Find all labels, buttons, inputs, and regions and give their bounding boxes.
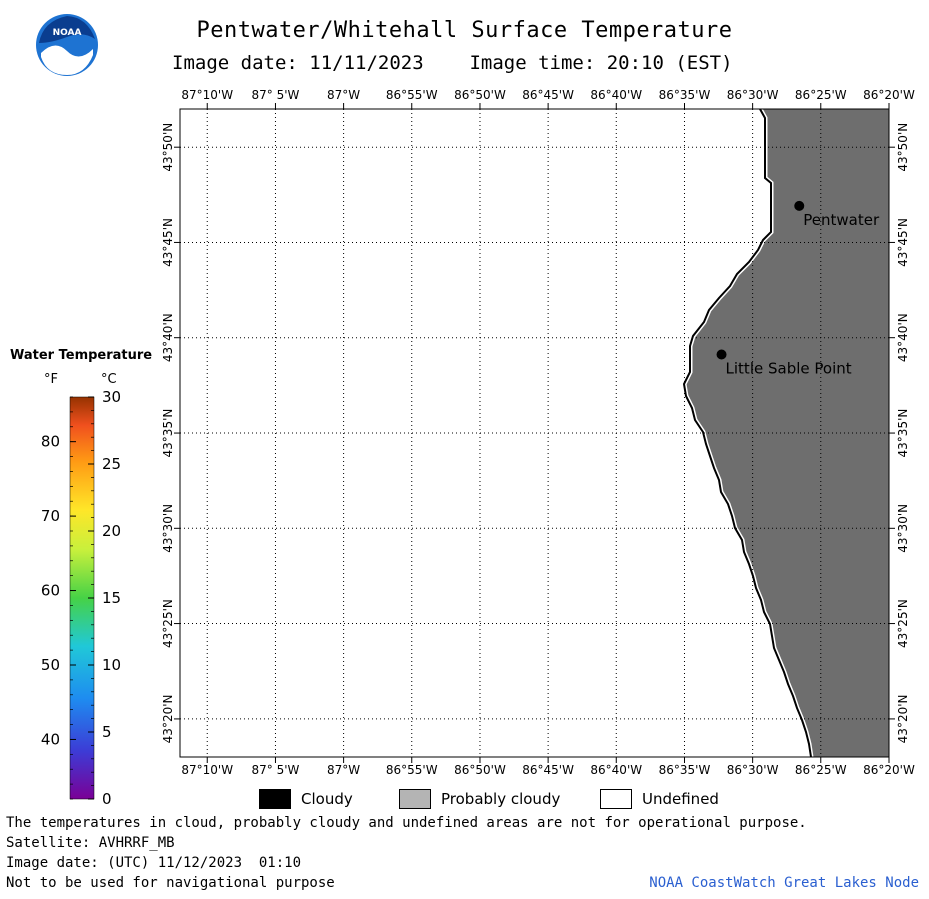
temperature-scale: Water Temperature °F °C 3025201510508070…: [10, 348, 152, 808]
celsius-tick-label: 0: [102, 790, 112, 808]
lon-label-bottom: 87°10'W: [181, 763, 233, 777]
place-label: Little Sable Point: [726, 360, 852, 378]
lon-label-top: 86°55'W: [386, 88, 438, 102]
unit-fahrenheit: °F: [44, 372, 58, 387]
lon-label-bottom: 87° 5'W: [252, 763, 300, 777]
legend-probably-cloudy-label: Probably cloudy: [441, 790, 561, 808]
unit-celsius: °C: [101, 372, 117, 387]
place-marker: [794, 200, 805, 211]
legend-undefined: Undefined: [600, 789, 719, 809]
lat-label-right: 43°20'N: [896, 695, 910, 744]
lat-label-left: 43°30'N: [161, 504, 175, 553]
legend-undefined-swatch: [600, 789, 632, 809]
lat-label-right: 43°40'N: [896, 313, 910, 362]
lat-label-left: 43°35'N: [161, 409, 175, 458]
legend-probably-cloudy: Probably cloudy: [399, 789, 560, 809]
lon-label-top: 86°35'W: [659, 88, 711, 102]
fahrenheit-tick-label: 40: [41, 730, 60, 748]
lat-label-right: 43°45'N: [896, 218, 910, 267]
place-marker: [716, 349, 727, 360]
image-date-time: Image date: 11/11/2023 Image time: 20:10…: [172, 52, 733, 74]
navigation-warning: Not to be used for navigational purpose: [6, 875, 335, 891]
map-layer: 87°10'W 87°10'W 87° 5'W 87° 5'W 87°W 87°W 86°5…: [161, 88, 915, 777]
lon-label-bottom: 86°30'W: [727, 763, 779, 777]
lat-label-right: 43°25'N: [896, 599, 910, 648]
credit-text: NOAA CoastWatch Great Lakes Node: [649, 875, 919, 891]
lat-label-right: 43°30'N: [896, 504, 910, 553]
land-area: [684, 109, 889, 757]
legend-cloudy: Cloudy: [259, 789, 353, 809]
lat-label-left: 43°25'N: [161, 599, 175, 648]
lon-label-bottom: 86°20'W: [863, 763, 915, 777]
lon-label-top: 86°50'W: [454, 88, 506, 102]
lat-label-left: 43°50'N: [161, 123, 175, 172]
map-title: Pentwater/Whitehall Surface Temperature: [196, 18, 733, 43]
lat-label-right: 43°35'N: [896, 409, 910, 458]
lon-label-top: 87°W: [327, 88, 360, 102]
lon-label-bottom: 86°40'W: [590, 763, 642, 777]
lat-label-left: 43°20'N: [161, 695, 175, 744]
scale-title: Water Temperature: [10, 348, 152, 363]
disclaimer-text: The temperatures in cloud, probably clou…: [6, 815, 807, 831]
celsius-tick-label: 20: [102, 522, 121, 540]
place-label: Pentwater: [803, 211, 880, 229]
fahrenheit-tick-label: 80: [41, 433, 60, 451]
lat-label-right: 43°50'N: [896, 123, 910, 172]
celsius-tick-label: 5: [102, 723, 112, 741]
lon-label-top: 87° 5'W: [252, 88, 300, 102]
lon-label-bottom: 87°W: [327, 763, 360, 777]
celsius-tick-label: 15: [102, 589, 121, 607]
logo-text: NOAA: [53, 28, 82, 38]
lon-label-bottom: 86°45'W: [522, 763, 574, 777]
fahrenheit-tick-label: 50: [41, 656, 60, 674]
fahrenheit-tick-label: 70: [41, 507, 60, 525]
map-border: [179, 108, 890, 758]
lon-label-top: 86°25'W: [795, 88, 847, 102]
satellite-text: Satellite: AVHRRF_MB: [6, 835, 175, 851]
legend-cloudy-label: Cloudy: [301, 790, 353, 808]
celsius-tick-label: 10: [102, 656, 121, 674]
cloud-legend: Cloudy Probably cloudy Undefined: [255, 789, 735, 813]
image-date: Image date: 11/11/2023: [172, 52, 424, 74]
image-time: Image time: 20:10 (EST): [469, 52, 733, 74]
noaa-logo: NOAA: [36, 14, 98, 76]
celsius-tick-label: 30: [102, 388, 121, 406]
fahrenheit-tick-label: 60: [41, 582, 60, 600]
lon-label-bottom: 86°25'W: [795, 763, 847, 777]
celsius-tick-label: 25: [102, 455, 121, 473]
utc-date-text: Image date: (UTC) 11/12/2023 01:10: [6, 855, 302, 871]
lon-label-top: 86°45'W: [522, 88, 574, 102]
lon-label-top: 86°40'W: [590, 88, 642, 102]
lon-label-top: 86°20'W: [863, 88, 915, 102]
legend-probably-cloudy-swatch: [399, 789, 431, 809]
lon-label-bottom: 86°55'W: [386, 763, 438, 777]
legend-cloudy-swatch: [259, 789, 291, 809]
lon-label-top: 86°30'W: [727, 88, 779, 102]
lon-label-bottom: 86°50'W: [454, 763, 506, 777]
lat-label-left: 43°40'N: [161, 313, 175, 362]
lon-label-bottom: 86°35'W: [659, 763, 711, 777]
lat-label-left: 43°45'N: [161, 218, 175, 267]
coastline: [682, 108, 812, 758]
lon-label-top: 87°10'W: [181, 88, 233, 102]
legend-undefined-label: Undefined: [642, 790, 719, 808]
